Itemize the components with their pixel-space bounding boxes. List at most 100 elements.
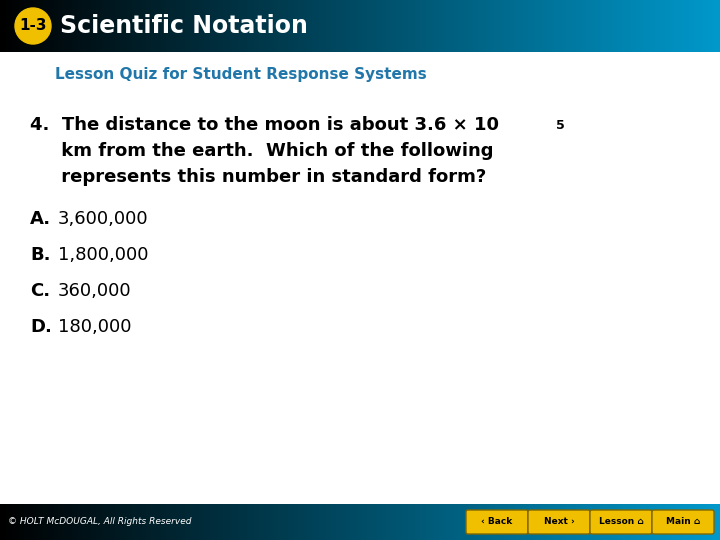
Bar <box>216 504 220 540</box>
Bar <box>535 0 539 52</box>
Bar <box>662 504 666 540</box>
Bar <box>317 0 320 52</box>
Bar <box>333 504 337 540</box>
Bar <box>180 504 184 540</box>
Bar <box>53 504 56 540</box>
Bar <box>14 0 18 52</box>
Bar <box>286 0 289 52</box>
Bar <box>718 504 720 540</box>
Bar <box>509 504 512 540</box>
Bar <box>135 0 138 52</box>
Bar <box>9 0 13 52</box>
Bar <box>166 0 169 52</box>
Bar <box>182 0 186 52</box>
Bar <box>379 0 382 52</box>
Bar <box>531 0 534 52</box>
Bar <box>473 504 476 540</box>
Bar <box>113 0 116 52</box>
Bar <box>257 504 260 540</box>
Bar <box>603 0 606 52</box>
Bar <box>413 0 416 52</box>
Bar <box>130 504 133 540</box>
Bar <box>7 504 11 540</box>
Bar <box>360 0 364 52</box>
Bar <box>65 504 68 540</box>
Bar <box>317 504 320 540</box>
Bar <box>377 0 380 52</box>
Bar <box>300 0 303 52</box>
Bar <box>646 504 649 540</box>
Bar <box>706 0 709 52</box>
Bar <box>297 0 301 52</box>
Bar <box>423 504 426 540</box>
Bar <box>590 0 594 52</box>
Bar <box>12 0 15 52</box>
Bar <box>708 0 711 52</box>
Bar <box>451 0 454 52</box>
Bar <box>175 504 179 540</box>
Bar <box>156 0 159 52</box>
Bar <box>521 0 524 52</box>
Bar <box>207 0 210 52</box>
Bar <box>307 504 310 540</box>
Text: Scientific Notation: Scientific Notation <box>60 14 308 38</box>
Bar <box>209 504 212 540</box>
Bar <box>22 0 25 52</box>
Bar <box>698 0 702 52</box>
Bar <box>684 0 688 52</box>
Bar <box>679 504 683 540</box>
Bar <box>132 0 135 52</box>
Bar <box>250 504 253 540</box>
Bar <box>365 0 368 52</box>
Bar <box>564 0 567 52</box>
Bar <box>427 0 431 52</box>
Bar <box>67 504 71 540</box>
Bar <box>151 0 155 52</box>
Bar <box>574 0 577 52</box>
Bar <box>497 504 500 540</box>
Bar <box>454 504 457 540</box>
Bar <box>106 504 109 540</box>
Bar <box>135 504 138 540</box>
Bar <box>526 504 529 540</box>
Bar <box>634 0 637 52</box>
Bar <box>240 0 243 52</box>
Bar <box>552 0 555 52</box>
Bar <box>367 0 371 52</box>
Bar <box>670 504 673 540</box>
FancyBboxPatch shape <box>528 510 590 534</box>
Bar <box>362 504 366 540</box>
Bar <box>149 504 152 540</box>
Bar <box>214 0 217 52</box>
Bar <box>45 0 49 52</box>
Bar <box>466 504 469 540</box>
Bar <box>144 504 148 540</box>
Bar <box>48 0 51 52</box>
Bar <box>502 504 505 540</box>
Bar <box>603 504 606 540</box>
Bar <box>130 0 133 52</box>
Bar <box>427 504 431 540</box>
Bar <box>91 0 94 52</box>
Bar <box>552 504 555 540</box>
Bar <box>405 504 409 540</box>
Bar <box>607 504 611 540</box>
Bar <box>689 504 692 540</box>
Bar <box>185 0 188 52</box>
Bar <box>657 0 661 52</box>
Bar <box>444 0 447 52</box>
Bar <box>0 504 4 540</box>
Bar <box>513 504 517 540</box>
Bar <box>197 0 200 52</box>
Bar <box>576 0 580 52</box>
Bar <box>545 0 548 52</box>
Bar <box>480 504 483 540</box>
Bar <box>578 0 582 52</box>
Text: 360,000: 360,000 <box>58 282 132 300</box>
Bar <box>228 0 231 52</box>
Bar <box>113 504 116 540</box>
Bar <box>81 504 85 540</box>
Bar <box>142 0 145 52</box>
Bar <box>475 0 479 52</box>
Bar <box>50 0 54 52</box>
